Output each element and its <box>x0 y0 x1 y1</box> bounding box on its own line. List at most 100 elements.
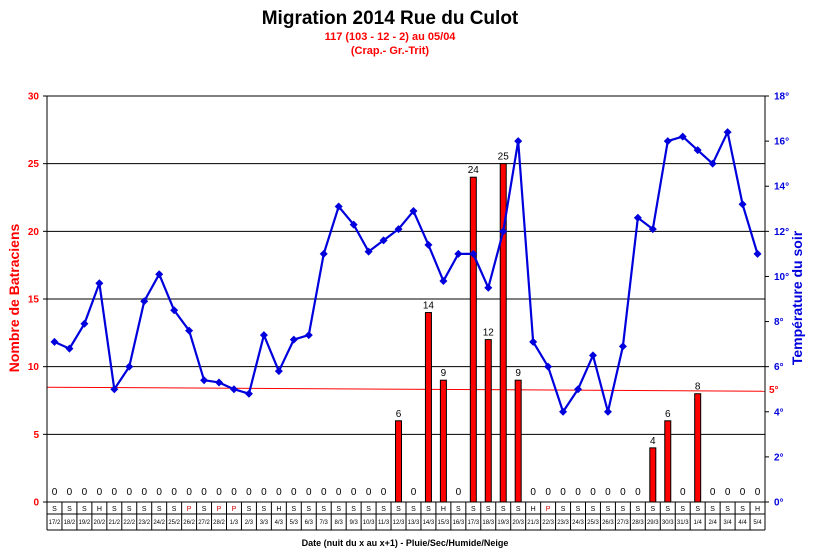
bar-data-label: 0 <box>575 487 581 498</box>
temperature-line <box>54 130 759 413</box>
x-tick-label: 19/2 <box>79 520 91 526</box>
weather-code: P <box>217 506 222 513</box>
y-tick-label: 10 <box>28 362 40 373</box>
x-tick-label: 27/2 <box>198 520 210 526</box>
weather-code: H <box>441 506 446 513</box>
x-tick-label: 3/3 <box>260 520 269 526</box>
temperature-point <box>364 247 373 256</box>
bar-data-label: 0 <box>351 487 357 498</box>
bar-data-label: 9 <box>441 368 447 379</box>
x-tick-label: 25/2 <box>168 520 180 526</box>
temperature-point <box>200 376 209 385</box>
bar-data-label: 0 <box>605 487 611 498</box>
temperature-point <box>289 335 298 344</box>
temperature-point <box>215 378 224 387</box>
bar-data-label: 0 <box>67 487 73 498</box>
weather-code: H <box>276 506 281 513</box>
bar-data-label: 0 <box>52 487 58 498</box>
temperature-point <box>244 389 253 398</box>
bar-data-label: 0 <box>276 487 282 498</box>
y-axis-label: Nombre de Batraciens <box>6 223 22 372</box>
weather-code: S <box>67 506 72 513</box>
x-tick-label: 14/3 <box>423 520 435 526</box>
axes <box>43 95 769 503</box>
bar-data-label: 12 <box>483 328 495 339</box>
bar-data-label: 0 <box>725 487 731 498</box>
bar <box>439 379 447 503</box>
temperature-point <box>529 337 538 346</box>
bar-data-label: 0 <box>246 487 252 498</box>
weather-code: S <box>52 506 57 513</box>
y2-axis-label: Température du soir <box>789 230 805 365</box>
temperature-point <box>110 385 119 394</box>
temperature-point <box>185 326 194 335</box>
bar-data-label: 0 <box>456 487 462 498</box>
bar <box>649 447 657 503</box>
x-tick-label: 24/3 <box>572 520 584 526</box>
weather-code: S <box>366 506 371 513</box>
bar-data-label: 8 <box>695 382 701 393</box>
x-tick-label: 26/2 <box>183 520 195 526</box>
bar-data-label: 0 <box>560 487 566 498</box>
temperature-point <box>618 342 627 351</box>
bar <box>664 420 672 503</box>
x-tick-label: 11/3 <box>378 520 390 526</box>
y2-tick-label: 4° <box>774 407 784 418</box>
temperature-point <box>723 128 732 137</box>
x-tick-label: 18/2 <box>64 520 76 526</box>
bar-data-label: 0 <box>201 487 207 498</box>
x-tick-label: 28/3 <box>632 520 644 526</box>
weather-code: P <box>232 506 237 513</box>
y2-tick-label: 8° <box>774 317 784 328</box>
x-tick-label: 24/2 <box>153 520 165 526</box>
bar <box>469 176 477 503</box>
bar-data-label: 0 <box>411 487 417 498</box>
bar-data-label: 0 <box>635 487 641 498</box>
x-tick-label: 18/3 <box>482 520 494 526</box>
weather-code: S <box>306 506 311 513</box>
x-tick-label: 15/3 <box>438 520 450 526</box>
grid <box>47 95 765 503</box>
bar <box>395 420 403 503</box>
x-tick-label: 2/4 <box>708 520 717 526</box>
bar-data-label: 24 <box>468 165 480 176</box>
weather-code: S <box>247 506 252 513</box>
x-tick-label: 21/3 <box>527 520 539 526</box>
temperature-point <box>648 225 657 234</box>
temperature-point <box>274 367 283 376</box>
weather-code: S <box>471 506 476 513</box>
weather-code: S <box>172 506 177 513</box>
chart-subtitle-count: 117 (103 - 12 - 2) au 05/04 <box>325 31 457 43</box>
bar-data-label: 0 <box>710 487 716 498</box>
x-tick-label: 22/3 <box>542 520 554 526</box>
temperature-point <box>349 220 358 229</box>
bar-data-label: 0 <box>755 487 761 498</box>
weather-code: S <box>321 506 326 513</box>
bar <box>514 379 522 503</box>
y-tick-label: 5 <box>33 430 39 441</box>
x-tick-label: 26/3 <box>602 520 614 526</box>
bar <box>484 339 492 503</box>
temperature-point <box>469 249 478 258</box>
x-tick-label: 17/3 <box>467 520 479 526</box>
temperature-point <box>678 132 687 141</box>
x-tick-label: 22/2 <box>123 520 135 526</box>
bar-data-label: 0 <box>530 487 536 498</box>
weather-code: H <box>755 506 760 513</box>
bar-data-label: 0 <box>156 487 162 498</box>
x-tick-label: 20/2 <box>94 520 106 526</box>
weather-code: S <box>291 506 296 513</box>
weather-code: S <box>142 506 147 513</box>
temperature-point <box>559 407 568 416</box>
weather-code: S <box>112 506 117 513</box>
bar-data-label: 0 <box>97 487 103 498</box>
y2-tick-label: 18° <box>774 92 789 103</box>
weather-code: S <box>636 506 641 513</box>
weather-code: S <box>82 506 87 513</box>
x-tick-label: 28/2 <box>213 520 225 526</box>
weather-code: S <box>411 506 416 513</box>
bar-data-label: 0 <box>740 487 746 498</box>
temperature-point <box>753 249 762 258</box>
bar-data-label: 0 <box>126 487 132 498</box>
